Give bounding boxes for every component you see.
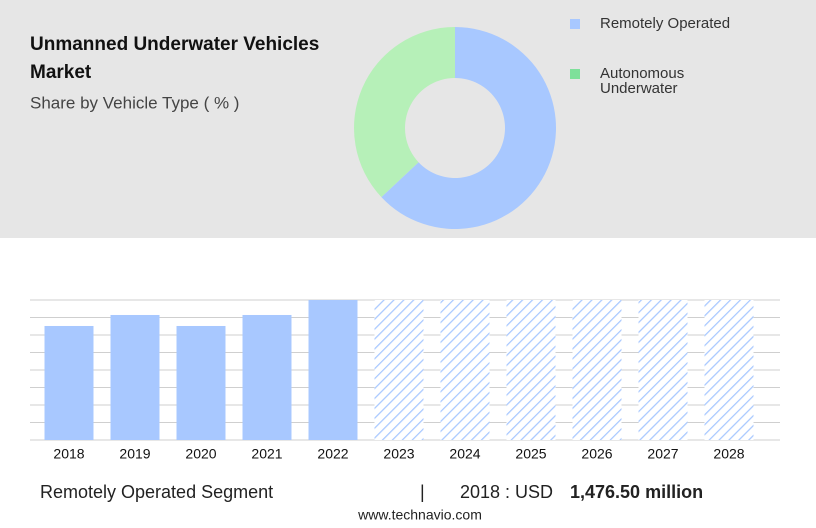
legend-swatch [570,19,580,29]
x-tick-label: 2019 [119,446,150,462]
chart-subtitle: Share by Vehicle Type ( % ) [30,93,239,112]
bar [242,314,292,440]
x-tick-label: 2028 [713,446,744,462]
donut-slice [354,27,455,198]
bar [44,325,94,440]
x-tick-label: 2024 [449,446,480,462]
bar [110,314,160,440]
x-tick-label: 2018 [53,446,84,462]
forecast-placeholder [704,300,754,440]
forecast-placeholder [572,300,622,440]
x-tick-label: 2022 [317,446,348,462]
x-tick-label: 2020 [185,446,216,462]
footer-amount: 1,476.50 million [570,482,703,502]
x-tick-label: 2023 [383,446,414,462]
forecast-placeholder [638,300,688,440]
footer-source: www.technavio.com [357,507,482,523]
legend-label: Remotely Operated [600,15,730,32]
bar [308,300,358,440]
forecast-placeholder [440,300,490,440]
footer-year: 2018 : USD [460,482,553,502]
forecast-placeholder [374,300,424,440]
legend-swatch [570,69,580,79]
donut-slice [381,27,556,229]
x-tick-label: 2021 [251,446,282,462]
x-tick-label: 2027 [647,446,678,462]
legend-label: Autonomous Underwater [600,65,684,97]
forecast-placeholder [506,300,556,440]
footer-separator: | [420,482,425,502]
x-tick-label: 2026 [581,446,612,462]
footer-segment: Remotely Operated Segment [40,482,273,502]
x-tick-label: 2025 [515,446,546,462]
chart-title-line: Unmanned Underwater Vehicles Market [30,34,319,83]
bar [176,325,226,440]
